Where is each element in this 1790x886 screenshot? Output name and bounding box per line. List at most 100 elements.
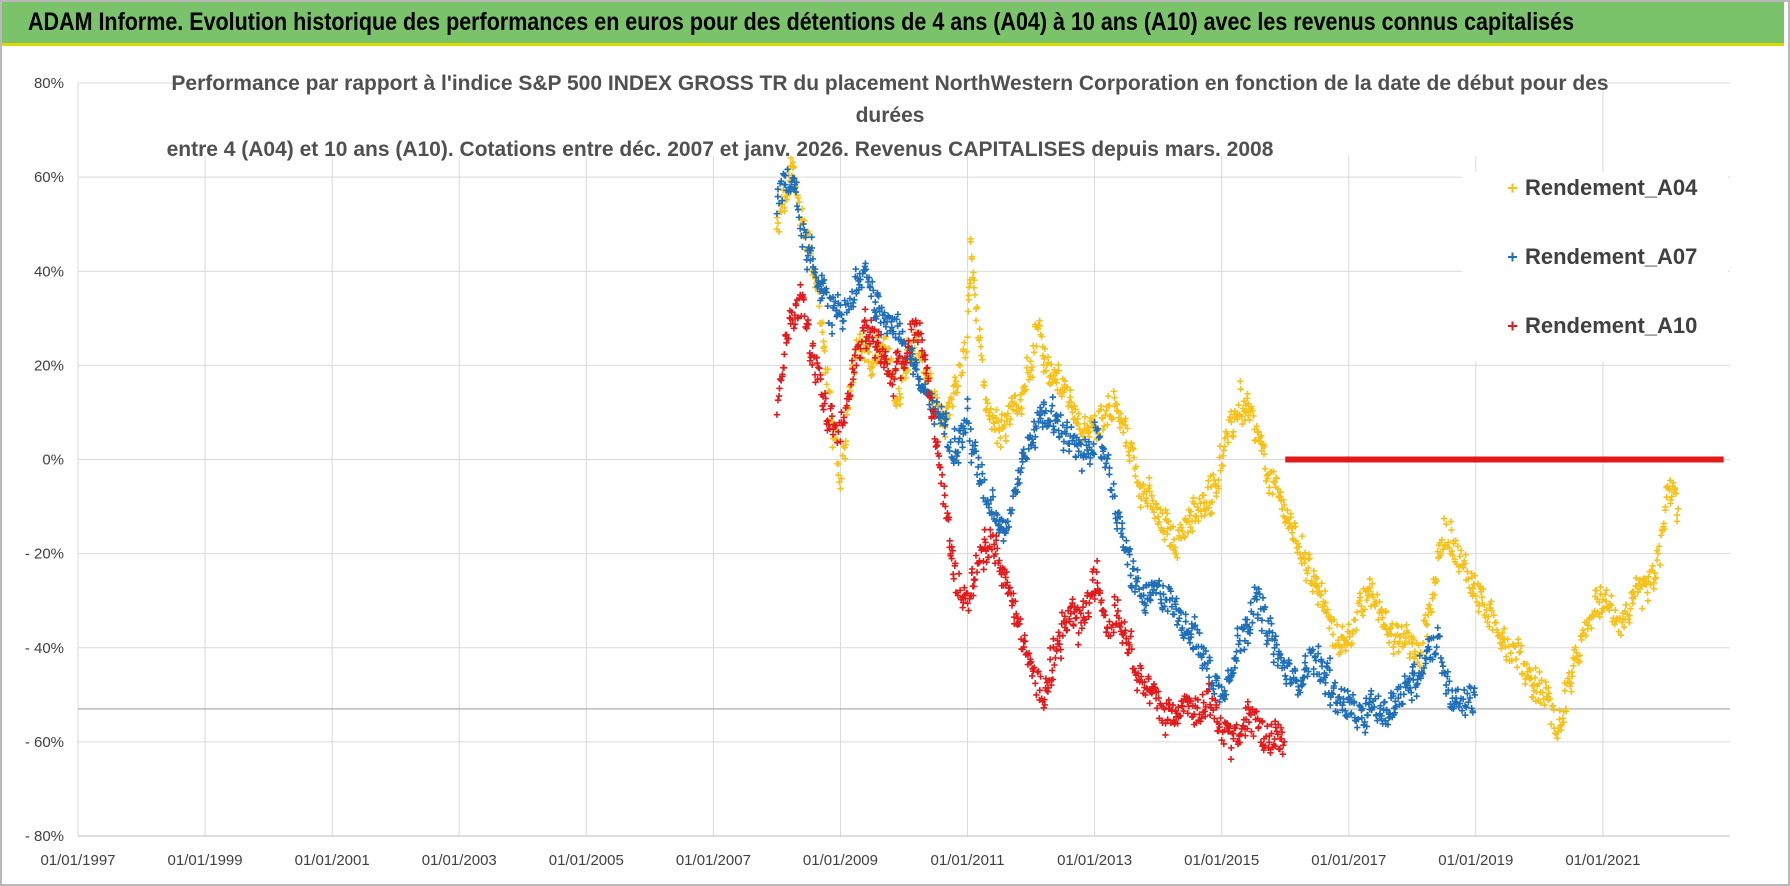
data-point [857,276,864,283]
data-point [913,366,920,373]
data-point [1390,650,1397,657]
data-point [1130,557,1137,565]
data-point [1542,678,1549,686]
data-point [1556,716,1563,723]
data-point [1179,624,1186,632]
x-tick-label: 01/01/2001 [295,852,370,869]
data-point [935,452,943,460]
data-point [849,376,857,383]
data-point [866,284,873,291]
data-point [1527,667,1535,674]
data-point [1422,620,1430,628]
data-point [1244,390,1251,398]
data-point [811,269,819,276]
data-point [966,595,973,603]
data-point [1155,694,1162,702]
data-point [1182,611,1189,618]
data-point [863,345,870,352]
data-point [1375,692,1382,700]
data-point [1348,640,1356,647]
data-point [1108,416,1115,423]
data-point [821,343,828,350]
series-Rendement_A10 [773,281,1724,763]
data-point [1146,474,1153,482]
data-point [965,420,972,427]
data-point [1077,610,1085,617]
data-point [1191,613,1198,621]
data-point [1323,609,1330,617]
data-point [944,509,951,517]
data-point [1126,551,1133,558]
y-tick-label: 0% [42,452,64,469]
data-point [1455,563,1463,570]
data-point [1271,479,1278,486]
data-point [1100,422,1108,430]
data-point [1258,447,1265,454]
data-point [973,569,981,576]
data-point [1131,588,1139,595]
data-point [1388,620,1396,628]
data-point [980,558,987,565]
data-point [1049,667,1056,674]
data-point [1025,650,1033,657]
data-point [1044,353,1052,361]
data-point [874,339,882,347]
data-point [1219,462,1226,470]
data-point [908,355,915,363]
data-point [1061,613,1069,620]
data-point [808,244,816,252]
data-point [872,298,879,306]
data-point [1237,386,1244,393]
data-point [906,349,913,357]
data-point [990,419,997,426]
data-point [1138,673,1145,680]
data-point [1472,592,1480,600]
data-point [956,427,964,434]
data-point [1199,691,1206,698]
data-point [1596,599,1603,606]
data-point [1178,524,1185,531]
data-point [1545,684,1552,691]
legend: Rendement_A04 Rendement_A07 Rendement_A10 [1508,175,1698,338]
data-point [776,385,783,392]
data-point [1546,695,1554,703]
legend-marker [1508,321,1517,331]
data-point [896,390,903,398]
data-point [1041,345,1049,352]
data-point [1225,678,1233,685]
data-point [1582,632,1590,639]
data-point [1339,702,1346,709]
data-point [1213,493,1220,500]
data-point [1081,413,1089,420]
data-point [805,321,812,328]
data-point [941,483,948,490]
data-point [1190,494,1197,502]
data-point [1287,675,1294,683]
data-point [1055,367,1062,374]
data-point [867,317,875,324]
data-point [1126,457,1133,465]
data-point [775,228,783,236]
data-point [951,374,959,381]
data-point [1080,433,1087,440]
data-point [1287,513,1295,521]
data-point [1132,463,1140,470]
data-point [1090,451,1098,458]
data-point [968,255,975,263]
data-point [918,336,926,344]
data-point [981,526,988,533]
data-point [838,475,845,482]
data-point [1181,534,1188,541]
data-point [1369,594,1377,601]
data-point [1256,590,1264,598]
data-point [1067,610,1075,617]
data-point [1259,718,1266,726]
data-point [1254,429,1261,436]
data-point [1116,513,1124,521]
data-point [973,303,981,311]
data-point [1213,704,1220,711]
data-point [1105,393,1112,400]
data-point [1416,652,1423,659]
data-point [1231,664,1239,672]
data-point [917,330,925,337]
